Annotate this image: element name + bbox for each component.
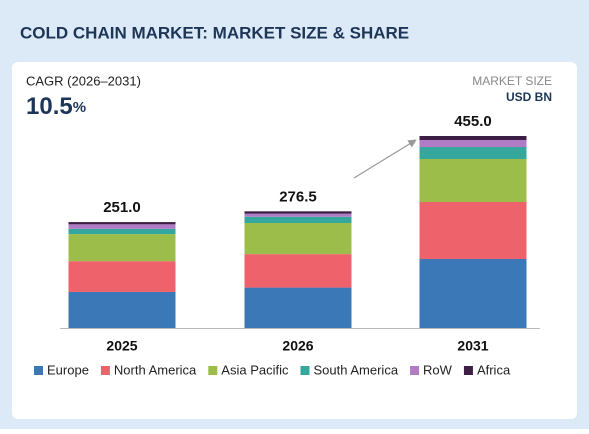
chart-title: COLD CHAIN MARKET: MARKET SIZE & SHARE xyxy=(20,23,409,42)
bar-segment xyxy=(244,213,352,217)
bar-segment xyxy=(419,147,527,159)
bar-segment xyxy=(419,140,527,148)
bar-segment xyxy=(68,228,176,235)
legend-label: Africa xyxy=(477,362,511,377)
legend-label: RoW xyxy=(423,362,453,377)
legend-swatch xyxy=(208,366,218,375)
legend-label: Europe xyxy=(47,362,89,377)
x-tick-label: 2025 xyxy=(106,338,137,354)
bar-segment xyxy=(419,201,527,260)
legend-swatch xyxy=(463,366,473,375)
bar-segment xyxy=(244,287,352,328)
bar-segment xyxy=(68,224,176,229)
cagr-label: CAGR (2026–2031) xyxy=(26,73,141,88)
legend-swatch xyxy=(410,366,420,375)
bar-segment xyxy=(244,216,352,224)
bar-segment xyxy=(419,259,527,328)
legend-label: North America xyxy=(114,362,197,377)
growth-arrow xyxy=(353,139,417,179)
unit-label: MARKET SIZE xyxy=(472,74,552,88)
legend-swatch xyxy=(100,366,110,375)
cagr-unit: % xyxy=(73,99,86,116)
bar-segment xyxy=(419,136,527,141)
legend-label: Asia Pacific xyxy=(221,362,289,377)
total-label: 276.5 xyxy=(279,188,317,205)
cagr-value: 10.5% xyxy=(26,93,86,120)
total-label: 251.0 xyxy=(103,199,141,216)
bar-segment xyxy=(244,254,352,288)
bar-segment xyxy=(244,211,352,214)
bar-segment xyxy=(68,222,176,225)
legend-swatch xyxy=(300,366,310,375)
unit: USD BN xyxy=(506,90,552,104)
cagr-number: 10.5 xyxy=(26,93,73,120)
x-tick-label: 2031 xyxy=(457,338,488,354)
legend-swatch xyxy=(34,366,43,375)
bar-segment xyxy=(244,223,352,255)
bar-segment xyxy=(68,261,176,292)
legend-label: South America xyxy=(314,362,399,377)
bar-segment xyxy=(68,291,176,328)
x-tick-label: 2026 xyxy=(282,338,313,354)
total-label: 455.0 xyxy=(454,113,492,130)
bar-segment xyxy=(68,234,176,262)
bar-segment xyxy=(419,158,527,202)
